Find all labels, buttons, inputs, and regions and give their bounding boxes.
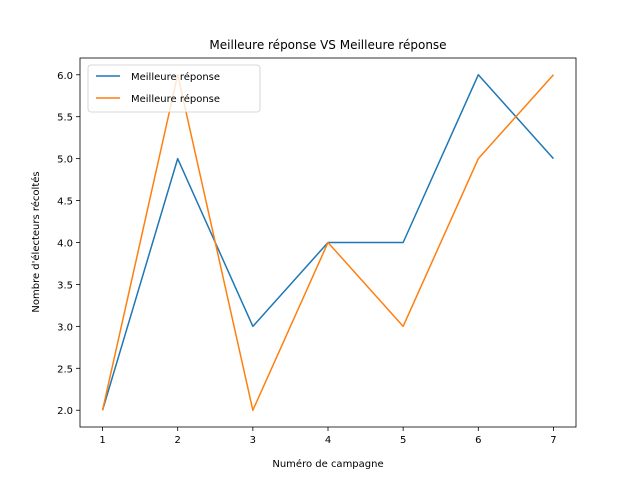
x-tick-label: 6 xyxy=(475,435,481,446)
x-tick-label: 1 xyxy=(99,435,105,446)
x-tick-label: 4 xyxy=(325,435,331,446)
x-axis: 1 2 3 4 5 6 7 xyxy=(99,427,557,446)
y-tick-label: 5.0 xyxy=(57,155,73,166)
chart-title: Meilleure réponse VS Meilleure réponse xyxy=(209,38,446,52)
y-tick-label: 2.0 xyxy=(57,406,73,417)
legend: Meilleure réponse Meilleure réponse xyxy=(87,64,261,113)
x-tick-label: 2 xyxy=(175,435,181,446)
x-tick-label: 3 xyxy=(250,435,256,446)
y-axis: 2.0 2.5 3.0 3.5 4.0 4.5 5.0 5.5 6.0 xyxy=(57,71,80,417)
y-tick-label: 3.5 xyxy=(57,280,73,291)
legend-label-2: Meilleure réponse xyxy=(131,93,220,105)
y-tick-label: 6.0 xyxy=(57,71,73,82)
legend-box xyxy=(87,64,261,113)
x-tick-label: 7 xyxy=(550,435,556,446)
y-tick-label: 4.5 xyxy=(57,197,73,208)
y-tick-label: 5.5 xyxy=(57,113,73,124)
x-axis-label: Numéro de campagne xyxy=(272,458,383,470)
x-tick-label: 5 xyxy=(400,435,406,446)
y-tick-label: 4.0 xyxy=(57,239,73,250)
y-tick-label: 3.0 xyxy=(57,322,73,333)
y-axis-label: Nombre d'électeurs récoltés xyxy=(30,171,42,312)
legend-label-1: Meilleure réponse xyxy=(131,71,220,83)
y-tick-label: 2.5 xyxy=(57,364,73,375)
